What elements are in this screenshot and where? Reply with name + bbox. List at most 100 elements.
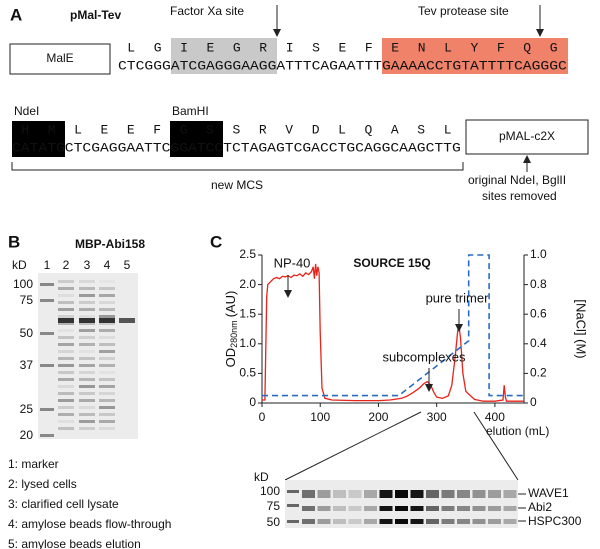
xa-label: Factor Xa site xyxy=(170,4,244,18)
gel-bands xyxy=(287,490,517,524)
ndei-label: NdeI xyxy=(14,104,39,118)
band xyxy=(58,318,74,323)
amino-acid: G xyxy=(154,40,162,55)
band-label: Abi2 xyxy=(528,500,552,514)
band xyxy=(99,371,115,374)
amino-acid: A xyxy=(391,122,399,137)
annotation-arrowhead xyxy=(425,384,433,392)
band xyxy=(99,301,115,304)
band xyxy=(79,336,95,339)
legend-line: 1: marker xyxy=(8,457,59,471)
y-tick-label: 2.5 xyxy=(239,247,256,261)
band xyxy=(79,287,95,290)
band xyxy=(99,364,115,367)
band xyxy=(99,322,115,325)
marker-label: 37 xyxy=(20,358,34,372)
amino-acid: S xyxy=(417,122,425,137)
dna-segment: GGATCC xyxy=(170,140,223,155)
lane-label: 2 xyxy=(63,258,70,272)
amino-acid: L xyxy=(74,122,82,137)
note-line: sites removed xyxy=(482,189,557,203)
gel-connector xyxy=(284,411,422,481)
band xyxy=(58,420,74,423)
band xyxy=(99,413,115,416)
band xyxy=(99,287,115,290)
band xyxy=(99,294,115,297)
y-tick-label: 1.0 xyxy=(239,336,256,350)
band xyxy=(79,322,95,325)
band xyxy=(99,280,115,283)
y-axis-label-part: OD xyxy=(223,348,238,368)
band xyxy=(58,371,74,374)
panel-label: B xyxy=(8,232,20,251)
band xyxy=(79,280,95,283)
band xyxy=(79,294,95,297)
band xyxy=(333,490,346,495)
gel xyxy=(38,273,138,439)
band xyxy=(79,406,95,409)
band xyxy=(58,392,74,395)
annotation: pure trimer xyxy=(426,290,490,305)
band xyxy=(395,495,408,498)
amino-acid: Q xyxy=(523,40,531,55)
band xyxy=(79,308,95,311)
amino-acid: H xyxy=(21,122,29,137)
band xyxy=(503,490,517,495)
band xyxy=(58,413,74,416)
vector-box xyxy=(465,119,589,155)
band xyxy=(364,495,377,498)
band xyxy=(79,427,95,430)
band xyxy=(58,427,74,430)
band xyxy=(441,519,455,524)
band xyxy=(99,420,115,423)
y-axis-label-part: 280nm xyxy=(229,320,239,348)
band xyxy=(79,318,95,323)
amino-acid: E xyxy=(100,122,108,137)
band xyxy=(426,519,439,524)
marker-label: 20 xyxy=(20,428,34,442)
band xyxy=(348,490,362,495)
annotation: NP-40 xyxy=(274,255,311,270)
x-tick-label: 200 xyxy=(368,410,388,424)
amino-acid: I xyxy=(180,40,188,55)
panel-label: C xyxy=(210,232,222,251)
band xyxy=(488,506,501,511)
band-label: WAVE1 xyxy=(528,486,569,500)
band xyxy=(99,308,115,311)
amino-acid: E xyxy=(338,40,346,55)
band xyxy=(317,506,331,511)
male-label: MalE xyxy=(46,51,73,65)
band xyxy=(79,343,95,346)
gel-bands xyxy=(40,280,135,437)
amino-acid: E xyxy=(391,40,399,55)
band xyxy=(410,506,424,511)
band xyxy=(457,490,470,495)
amino-acid: I xyxy=(286,40,294,55)
band xyxy=(58,315,74,318)
ndei-highlight xyxy=(12,121,65,157)
band xyxy=(40,283,54,286)
lane-label: 5 xyxy=(124,258,131,272)
gel-connector xyxy=(473,411,519,481)
xa-arrowhead xyxy=(273,29,281,37)
dna-segment: CTCGAGGAATTC xyxy=(65,140,171,155)
band xyxy=(79,392,95,395)
band xyxy=(441,490,455,495)
dna-segment: CATATG xyxy=(12,140,65,155)
band xyxy=(58,329,74,332)
band xyxy=(40,332,54,335)
dna-segment: ATCGAGGGAAGG xyxy=(171,58,277,73)
series-line xyxy=(262,263,524,402)
band xyxy=(441,506,455,511)
y2-axis-label: [NaCl] (M) xyxy=(574,299,589,358)
mcs-bracket xyxy=(11,162,464,171)
band xyxy=(58,287,74,290)
band xyxy=(79,350,95,353)
band xyxy=(472,519,486,524)
band xyxy=(457,506,470,511)
note-line: original NdeI, BglII xyxy=(468,173,566,187)
band xyxy=(472,490,486,495)
band xyxy=(379,506,393,511)
y2-tick-label: 0.2 xyxy=(530,366,547,380)
